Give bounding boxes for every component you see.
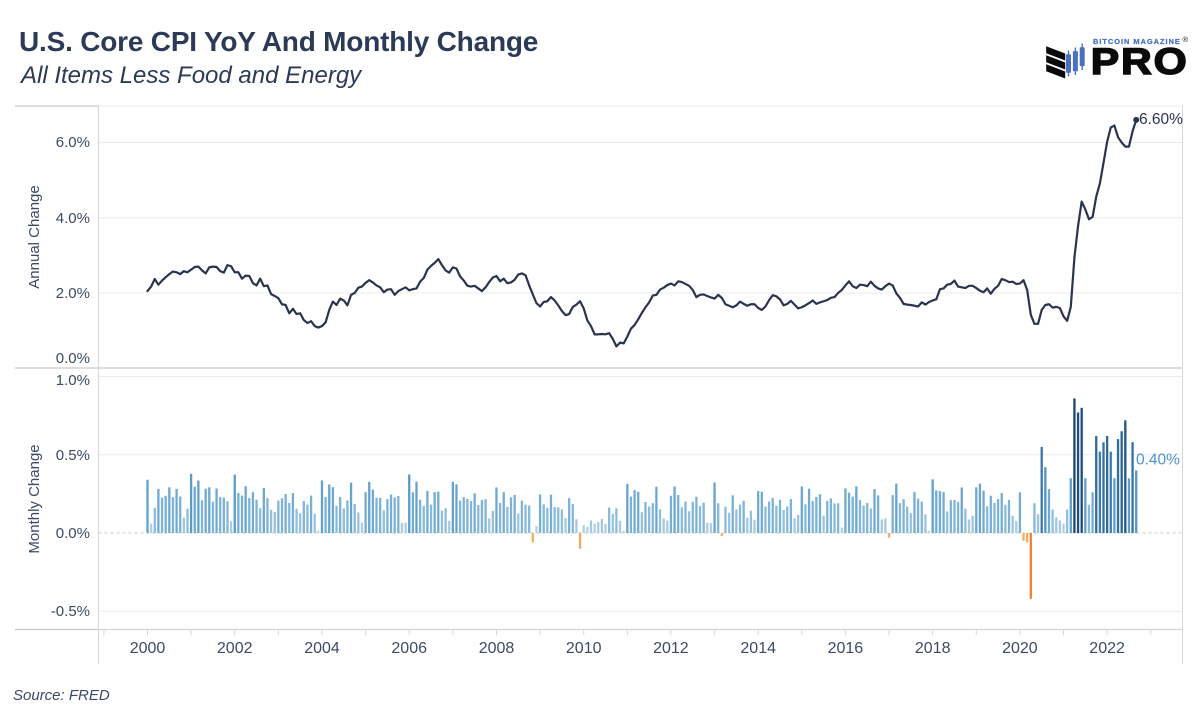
svg-text:2014: 2014	[740, 640, 776, 657]
svg-text:BITCOIN MAGAZINE: BITCOIN MAGAZINE	[1093, 37, 1181, 46]
svg-text:2018: 2018	[915, 640, 951, 657]
svg-text:1.0%: 1.0%	[56, 372, 90, 389]
svg-text:0.0%: 0.0%	[56, 525, 90, 542]
svg-text:0.40%: 0.40%	[1136, 452, 1180, 469]
svg-text:0.0%: 0.0%	[56, 350, 90, 367]
svg-text:6.0%: 6.0%	[56, 134, 90, 151]
svg-text:Source: FRED: Source: FRED	[13, 687, 110, 704]
svg-text:2008: 2008	[479, 640, 515, 657]
svg-text:-0.5%: -0.5%	[51, 603, 90, 620]
svg-text:Annual Change: Annual Change	[26, 185, 43, 288]
svg-text:2022: 2022	[1089, 640, 1125, 657]
svg-text:2.0%: 2.0%	[56, 285, 90, 302]
svg-text:6.60%: 6.60%	[1139, 111, 1183, 128]
svg-text:®: ®	[1183, 35, 1189, 44]
svg-text:Monthly Change: Monthly Change	[26, 444, 43, 553]
svg-text:2010: 2010	[566, 640, 602, 657]
svg-text:2002: 2002	[217, 640, 253, 657]
svg-text:PRO: PRO	[1091, 42, 1189, 82]
svg-text:2000: 2000	[130, 640, 166, 657]
svg-text:0.5%: 0.5%	[56, 447, 90, 464]
svg-text:2020: 2020	[1002, 640, 1038, 657]
svg-text:2012: 2012	[653, 640, 689, 657]
svg-text:2004: 2004	[304, 640, 340, 657]
svg-text:2016: 2016	[828, 640, 864, 657]
svg-text:4.0%: 4.0%	[56, 210, 90, 227]
svg-text:2006: 2006	[391, 640, 427, 657]
